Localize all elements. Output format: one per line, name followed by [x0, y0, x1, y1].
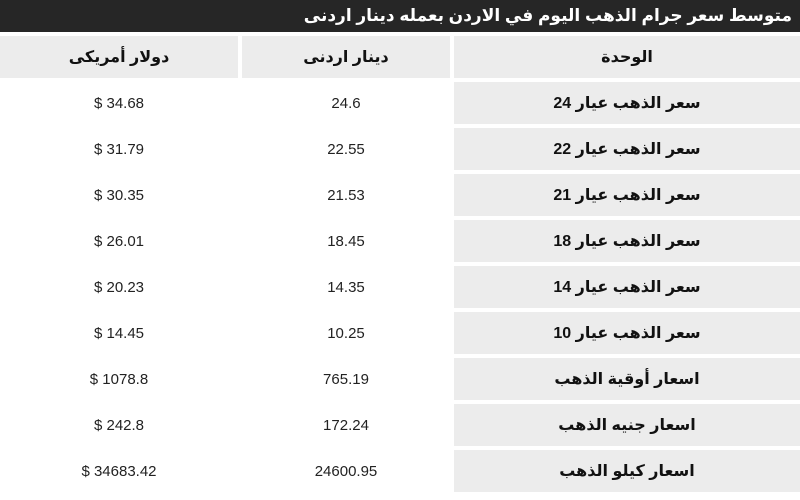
dinar-value-cell: 24600.95	[242, 450, 450, 492]
dinar-value-cell: 14.35	[242, 266, 450, 308]
unit-cell: سعر الذهب عيار 22	[454, 128, 800, 170]
column-header-unit: الوحدة	[454, 36, 800, 78]
column-header-jordanian-dinar: دينار اردنى	[242, 36, 450, 78]
dollar-value-cell: $ 30.35	[0, 174, 238, 216]
dinar-value-cell: 10.25	[242, 312, 450, 354]
dinar-value-cell: 18.45	[242, 220, 450, 262]
dinar-value-cell: 22.55	[242, 128, 450, 170]
dollar-value-cell: $ 34683.42	[0, 450, 238, 492]
dinar-value-cell: 172.24	[242, 404, 450, 446]
unit-cell: سعر الذهب عيار 10	[454, 312, 800, 354]
dinar-value-cell: 765.19	[242, 358, 450, 400]
column-header-us-dollar: دولار أمريكى	[0, 36, 238, 78]
gold-price-table: الوحدة دينار اردنى دولار أمريكى سعر الذه…	[0, 36, 800, 492]
dollar-value-cell: $ 20.23	[0, 266, 238, 308]
dollar-value-cell: $ 31.79	[0, 128, 238, 170]
dollar-value-cell: $ 26.01	[0, 220, 238, 262]
dinar-value-cell: 21.53	[242, 174, 450, 216]
unit-cell: اسعار أوقية الذهب	[454, 358, 800, 400]
unit-cell: اسعار جنيه الذهب	[454, 404, 800, 446]
unit-cell: سعر الذهب عيار 18	[454, 220, 800, 262]
dollar-value-cell: $ 34.68	[0, 82, 238, 124]
page-title: متوسط سعر جرام الذهب اليوم في الاردن بعم…	[0, 0, 800, 32]
unit-cell: سعر الذهب عيار 24	[454, 82, 800, 124]
unit-cell: سعر الذهب عيار 21	[454, 174, 800, 216]
dollar-value-cell: $ 1078.8	[0, 358, 238, 400]
unit-cell: اسعار كيلو الذهب	[454, 450, 800, 492]
dollar-value-cell: $ 242.8	[0, 404, 238, 446]
dinar-value-cell: 24.6	[242, 82, 450, 124]
unit-cell: سعر الذهب عيار 14	[454, 266, 800, 308]
dollar-value-cell: $ 14.45	[0, 312, 238, 354]
